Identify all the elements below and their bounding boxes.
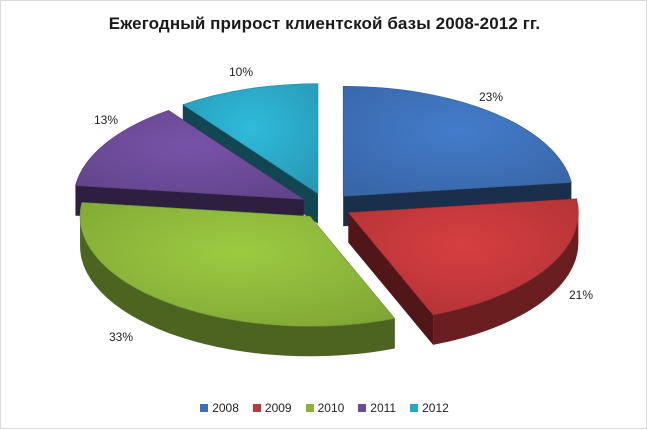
legend-swatch bbox=[252, 404, 261, 412]
legend-label: 2012 bbox=[422, 401, 449, 415]
legend-item-2009: 2009 bbox=[252, 401, 292, 415]
data-label-2010: 33% bbox=[109, 330, 133, 344]
legend-label: 2008 bbox=[212, 401, 239, 415]
legend-item-2011: 2011 bbox=[358, 401, 396, 415]
legend-label: 2010 bbox=[317, 401, 345, 415]
legend-label: 2011 bbox=[370, 401, 397, 415]
legend: 2008 2009 2010 2011 2012 bbox=[1, 401, 647, 415]
pie-slice-2009 bbox=[347, 198, 579, 345]
legend-swatch bbox=[305, 404, 314, 412]
chart-title: Ежегодный прирост клиентской базы 2008-2… bbox=[108, 14, 541, 33]
legend-swatch bbox=[200, 404, 209, 412]
legend-item-2010: 2010 bbox=[305, 401, 345, 415]
data-label-2012: 10% bbox=[229, 65, 253, 79]
legend-item-2008: 2008 bbox=[200, 401, 239, 415]
legend-item-2012: 2012 bbox=[410, 401, 449, 415]
data-label-2009: 21% bbox=[569, 288, 593, 302]
data-label-2011: 13% bbox=[94, 113, 118, 127]
legend-swatch bbox=[410, 404, 419, 412]
legend-swatch bbox=[358, 404, 367, 412]
pie-slice-2010 bbox=[79, 202, 396, 357]
legend-label: 2009 bbox=[264, 401, 292, 415]
data-label-2008: 23% bbox=[479, 90, 503, 104]
